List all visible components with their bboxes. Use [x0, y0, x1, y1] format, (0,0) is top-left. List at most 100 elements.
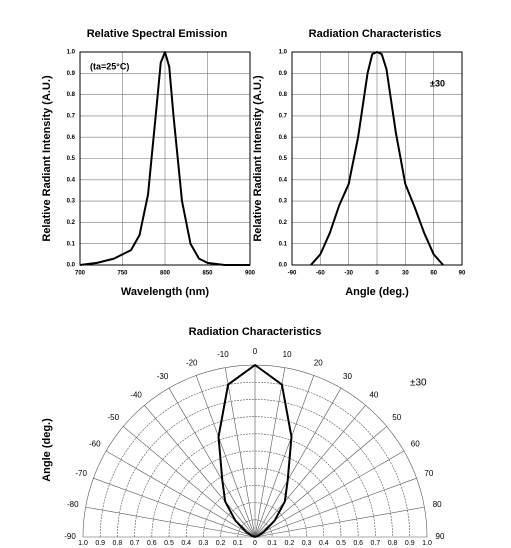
grid-spoke [224, 367, 256, 538]
angle-tick-label: 40 [369, 390, 378, 399]
r-tick-label: 0.9 [95, 540, 105, 547]
chart-title: Radiation Characteristics [189, 326, 322, 338]
y-tick-label: 1.0 [67, 50, 76, 56]
y-axis-label: Angle (deg.) [41, 418, 53, 482]
y-tick-label: 0.0 [279, 263, 288, 269]
r-tick-label: 0.5 [164, 540, 174, 547]
angle-tick-label: 80 [433, 500, 442, 509]
angle-tick-label: -40 [130, 390, 142, 399]
y-tick-label: 0.6 [279, 135, 288, 141]
r-tick-label: 0.6 [353, 540, 363, 547]
grid-ring [151, 433, 359, 538]
grid-ring [168, 450, 342, 538]
x-tick-label: 30 [402, 271, 409, 277]
y-axis-label: Relative Radiant Intensity (A.U.) [252, 75, 264, 242]
y-tick-label: 0.4 [279, 177, 288, 183]
grid-ring [134, 416, 376, 538]
y-tick-label: 0.6 [67, 135, 76, 141]
grid-spoke [254, 367, 286, 538]
angle-tick-label: 10 [283, 350, 292, 359]
angle-tick-label: -90 [64, 532, 76, 541]
r-tick-label: 0.4 [181, 540, 191, 547]
y-tick-label: 1.0 [279, 50, 288, 56]
angle-tick-label: 0 [253, 347, 258, 356]
angle-tick-label: -60 [89, 440, 101, 449]
x-tick-label: 700 [75, 271, 86, 277]
annotation: (ta=25°C) [90, 61, 129, 71]
y-axis-label: Relative Radiant Intensity (A.U.) [41, 75, 53, 242]
grid-ring [237, 519, 273, 538]
y-tick-label: 0.2 [279, 220, 288, 226]
y-tick-label: 0.7 [67, 113, 76, 119]
angle-tick-label: 90 [436, 532, 445, 541]
r-tick-label: 0.2 [285, 540, 295, 547]
y-tick-label: 0.9 [67, 71, 76, 77]
y-tick-label: 0.0 [67, 263, 76, 269]
r-tick-label: 0 [253, 540, 257, 547]
r-tick-label: 0.6 [147, 540, 157, 547]
x-tick-label: 900 [245, 271, 256, 277]
grid-ring [203, 485, 307, 538]
angle-tick-label: 20 [314, 358, 323, 367]
grid-spoke [254, 450, 405, 538]
grid-ring [185, 467, 325, 538]
y-tick-label: 0.1 [279, 241, 288, 247]
grid-spoke [168, 387, 256, 538]
y-tick-label: 0.8 [67, 92, 76, 98]
r-tick-label: 0.1 [267, 540, 277, 547]
grid-spoke [144, 405, 256, 538]
grid-spoke [105, 450, 256, 538]
r-tick-label: 0.7 [130, 540, 140, 547]
angle-tick-label: -80 [67, 500, 79, 509]
y-tick-label: 0.9 [279, 71, 288, 77]
x-tick-label: 0 [375, 271, 379, 277]
annotation: ±30 [410, 378, 427, 389]
x-tick-label: 60 [430, 271, 437, 277]
grid-spoke [85, 506, 256, 538]
annotation: ±30 [430, 78, 445, 88]
y-tick-label: 0.2 [67, 220, 76, 226]
r-tick-label: 1.0 [422, 540, 432, 547]
r-tick-label: 0.3 [302, 540, 312, 547]
grid-spoke [254, 387, 342, 538]
x-tick-label: -30 [344, 271, 353, 277]
y-tick-label: 0.1 [67, 241, 76, 247]
angle-tick-label: -20 [186, 358, 198, 367]
x-tick-label: 90 [459, 271, 466, 277]
r-tick-label: 0.5 [336, 540, 346, 547]
r-tick-label: 0.9 [405, 540, 415, 547]
grid-spoke [254, 506, 425, 538]
angle-tick-label: 70 [424, 469, 433, 478]
r-tick-label: 0.8 [113, 540, 123, 547]
y-tick-label: 0.5 [67, 156, 76, 162]
grid-spoke [195, 375, 256, 538]
data-line [310, 51, 444, 266]
r-tick-label: 0.8 [388, 540, 398, 547]
x-axis-label: Wavelength (nm) [121, 286, 210, 298]
grid-spoke [254, 375, 315, 538]
chart-title: Relative Spectral Emission [87, 28, 228, 40]
y-tick-label: 0.7 [279, 113, 288, 119]
y-tick-label: 0.3 [279, 199, 288, 205]
y-tick-label: 0.3 [67, 199, 76, 205]
angle-tick-label: 50 [392, 413, 401, 422]
y-tick-label: 0.8 [279, 92, 288, 98]
angle-tick-label: -50 [108, 413, 120, 422]
r-tick-label: 0.1 [233, 540, 243, 547]
x-axis-label: Angle (deg.) [345, 286, 409, 298]
data-line [79, 51, 250, 266]
x-tick-label: -90 [288, 271, 297, 277]
data-line [217, 364, 293, 538]
y-tick-label: 0.5 [279, 156, 288, 162]
grid-spoke [254, 405, 366, 538]
grid-spoke [93, 477, 256, 538]
angle-tick-label: 30 [343, 372, 352, 381]
r-tick-label: 0.3 [199, 540, 209, 547]
x-tick-label: 850 [202, 271, 213, 277]
grid-spoke [123, 426, 256, 538]
grid-spoke [254, 477, 417, 538]
r-tick-label: 0.2 [216, 540, 226, 547]
x-tick-label: 750 [117, 271, 128, 277]
angle-tick-label: -70 [75, 469, 87, 478]
